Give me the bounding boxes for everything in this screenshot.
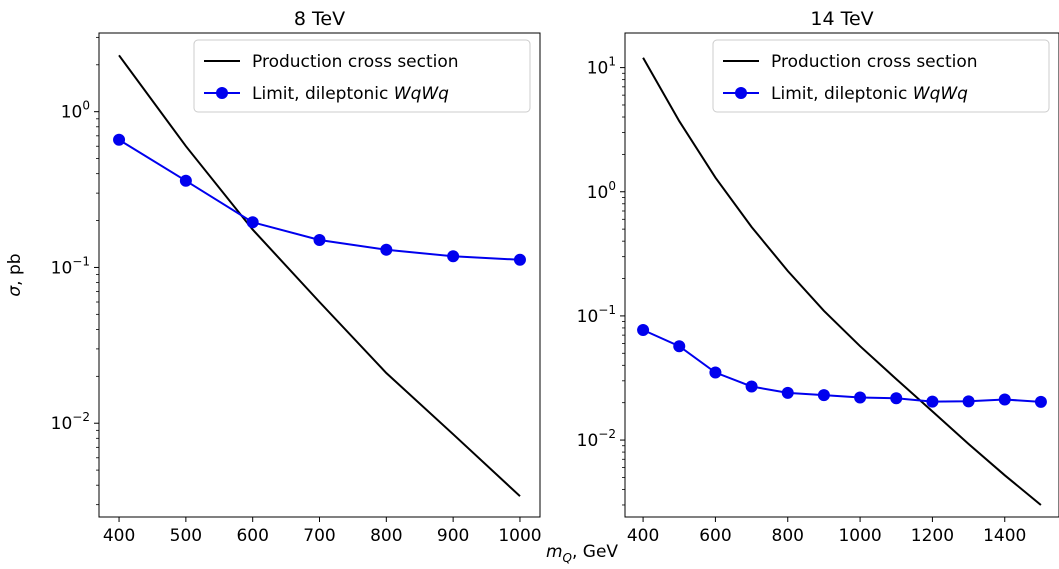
data-point <box>854 391 867 404</box>
legend-entry: Production cross section <box>771 52 978 72</box>
chart-title: 8 TeV <box>294 8 345 30</box>
x-tick-label: 800 <box>772 526 804 546</box>
x-tick-label: 1000 <box>838 526 881 546</box>
data-point <box>447 250 460 263</box>
data-point <box>781 386 794 399</box>
legend-swatch-marker <box>216 87 228 99</box>
legend-frame <box>193 39 531 113</box>
y-tick-label: 10−2 <box>577 427 616 451</box>
x-tick-label: 600 <box>236 526 268 546</box>
y-tick-label: 10−2 <box>51 410 90 434</box>
data-point <box>513 253 526 266</box>
x-tick-label: 1400 <box>983 526 1026 546</box>
data-point <box>313 234 326 247</box>
y-tick-label: 10−1 <box>51 254 90 278</box>
data-point <box>673 340 686 353</box>
legend: Production cross section Limit, dileptoni… <box>712 39 1050 113</box>
y-tick-label: 10−1 <box>577 303 616 327</box>
legend-entry: Limit, dileptonic WqWq <box>771 84 968 104</box>
legend: Production cross section Limit, dileptoni… <box>193 39 531 113</box>
data-point <box>745 380 758 393</box>
y-tick-label: 100 <box>61 99 90 123</box>
data-point <box>380 243 393 256</box>
x-tick-label: 900 <box>437 526 469 546</box>
chart-panel-2: 14 TeV 400 600 800 1000 1200 1400 101 100 10−1 10−… <box>577 8 1059 546</box>
legend-entry: Limit, dileptonic WqWq <box>252 84 449 104</box>
legend-frame <box>712 39 1050 113</box>
legend-swatch-marker <box>735 87 747 99</box>
data-point <box>962 395 975 408</box>
legend-entry: Production cross section <box>252 52 459 72</box>
data-point <box>179 174 192 187</box>
data-point <box>709 366 722 379</box>
data-point <box>817 389 830 402</box>
series-line-1 <box>118 54 521 497</box>
x-tick-label: 400 <box>103 526 135 546</box>
x-tick-label: 600 <box>699 526 731 546</box>
data-point <box>113 133 126 146</box>
x-tick-label: 1000 <box>498 526 541 546</box>
data-point <box>1034 395 1047 408</box>
y-tick-label: 101 <box>587 55 616 79</box>
chart-panel-1: 8 TeV 400 500 600 700 800 900 1000 100 10−1 10−2 Pr… <box>5 8 618 565</box>
data-point <box>998 393 1011 406</box>
data-point <box>246 216 259 229</box>
data-point <box>890 392 903 405</box>
chart-title: 14 TeV <box>810 8 873 30</box>
y-axis-label: σ, pb <box>5 253 25 296</box>
x-tick-label: 700 <box>303 526 335 546</box>
data-point <box>926 395 939 408</box>
x-tick-label: 500 <box>170 526 202 546</box>
data-point <box>637 323 650 336</box>
series-line-2 <box>642 329 1041 403</box>
x-tick-label: 400 <box>627 526 659 546</box>
x-tick-label: 1200 <box>911 526 954 546</box>
x-axis-label: mQ, GeV <box>546 542 618 565</box>
axes-frame <box>624 32 1059 518</box>
x-tick-label: 800 <box>370 526 402 546</box>
series-line-1 <box>642 57 1042 506</box>
y-tick-label: 100 <box>587 179 616 203</box>
